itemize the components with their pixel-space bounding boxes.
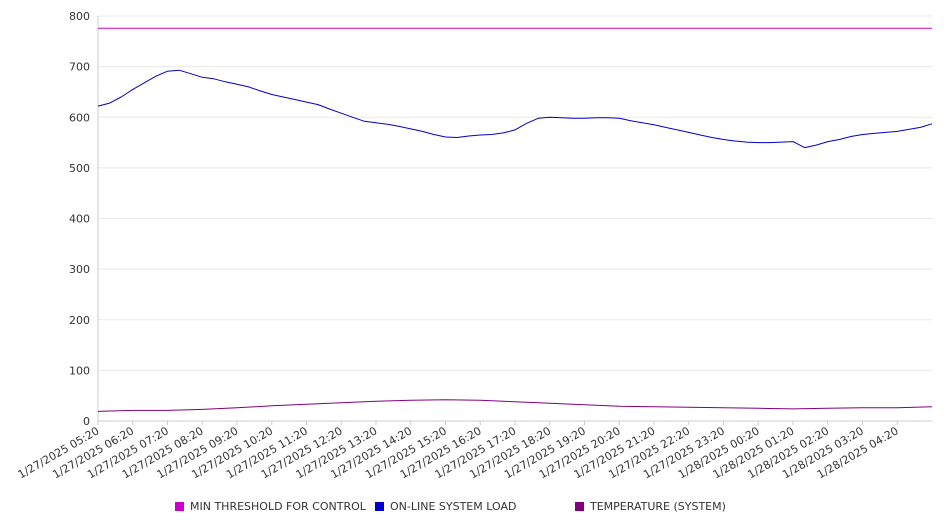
legend: MIN THRESHOLD FOR CONTROL ON-LINE SYSTEM… xyxy=(0,498,946,514)
legend-item-min-threshold[interactable]: MIN THRESHOLD FOR CONTROL xyxy=(175,498,366,514)
grid-lines xyxy=(98,15,932,371)
legend-label-temperature: TEMPERATURE (SYSTEM) xyxy=(590,499,726,513)
legend-label-min-threshold: MIN THRESHOLD FOR CONTROL xyxy=(190,499,366,513)
x-tick-labels: 1/27/2025 05:201/27/2025 06:201/27/2025 … xyxy=(16,421,901,481)
legend-item-temperature[interactable]: TEMPERATURE (SYSTEM) xyxy=(575,498,726,514)
y-tick-labels: 0 100 200 300 400 500 600 700 800 xyxy=(69,10,90,428)
y-tick-label: 400 xyxy=(69,213,90,226)
y-tick-label: 600 xyxy=(69,111,90,124)
y-tick-label: 500 xyxy=(69,162,90,175)
y-tick-label: 200 xyxy=(69,314,90,327)
legend-swatch-min-threshold xyxy=(175,501,184,511)
legend-label-system-load: ON-LINE SYSTEM LOAD xyxy=(390,499,517,513)
series-line-1 xyxy=(97,69,933,149)
legend-item-system-load[interactable]: ON-LINE SYSTEM LOAD xyxy=(375,498,516,514)
series-line-2 xyxy=(97,399,933,412)
series-lines xyxy=(97,27,933,412)
legend-swatch-system-load xyxy=(375,501,384,511)
y-tick-label: 0 xyxy=(83,415,90,428)
y-tick-label: 100 xyxy=(69,364,90,377)
y-tick-label: 800 xyxy=(69,10,90,23)
y-tick-label: 300 xyxy=(69,263,90,276)
y-tick-label: 700 xyxy=(69,61,90,74)
legend-swatch-temperature xyxy=(575,501,584,511)
